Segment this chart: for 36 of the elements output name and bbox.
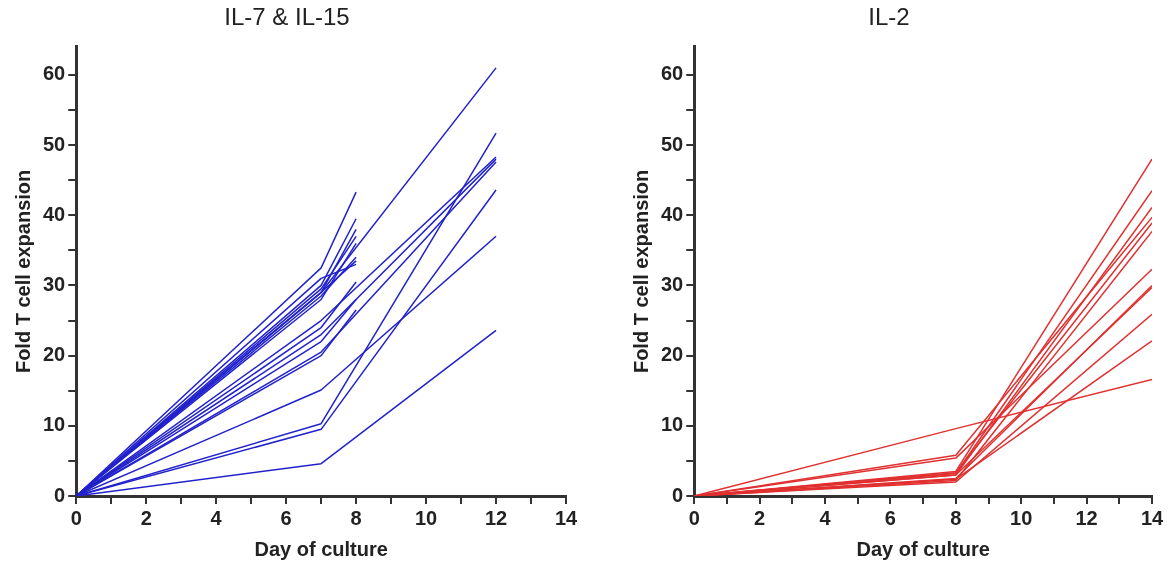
x-tick-label: 0 [688,506,700,529]
y-tick-label: 10 [43,413,66,436]
y-axis-title: Fold T cell expansion [11,169,34,374]
x-tick-label: 12 [1075,506,1098,529]
y-tick-label: 20 [43,343,66,366]
x-axis-title: Day of culture [254,537,388,560]
chart-title: IL-7 & IL-15 [224,3,350,31]
y-tick-label: 0 [54,483,66,506]
x-tick-label: 14 [1140,506,1164,529]
y-tick-label: 40 [661,202,684,225]
y-tick-label: 0 [672,483,684,506]
x-tick-label: 4 [210,506,223,529]
x-tick-label: 10 [1010,506,1033,529]
y-tick-label: 10 [661,413,684,436]
x-tick-label: 4 [819,506,832,529]
x-tick-label: 2 [140,506,152,529]
y-tick-label: 60 [661,62,684,85]
y-tick-label: 50 [661,132,684,155]
chart-title: IL-2 [868,3,910,31]
x-tick-label: 14 [554,506,578,529]
y-axis-title: Fold T cell expansion [629,169,652,374]
y-tick-label: 40 [43,202,66,225]
x-tick-label: 2 [754,506,766,529]
x-tick-label: 6 [280,506,292,529]
y-tick-label: 30 [43,272,66,295]
x-tick-label: 0 [70,506,82,529]
x-tick-label: 12 [484,506,508,529]
x-axis-title: Day of culture [856,537,990,560]
x-tick-label: 8 [350,506,362,529]
x-tick-label: 10 [414,506,438,529]
x-tick-label: 6 [884,506,896,529]
y-tick-label: 30 [661,272,684,295]
y-tick-label: 60 [43,62,66,85]
y-tick-label: 50 [43,132,66,155]
x-tick-label: 8 [950,506,962,529]
y-tick-label: 20 [661,343,684,366]
